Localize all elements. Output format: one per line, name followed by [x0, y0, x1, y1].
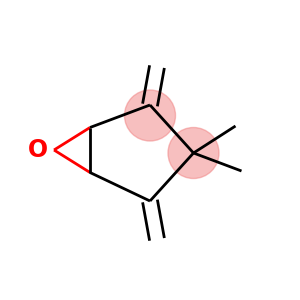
Text: O: O	[27, 138, 48, 162]
Circle shape	[124, 90, 176, 141]
Circle shape	[168, 128, 219, 178]
